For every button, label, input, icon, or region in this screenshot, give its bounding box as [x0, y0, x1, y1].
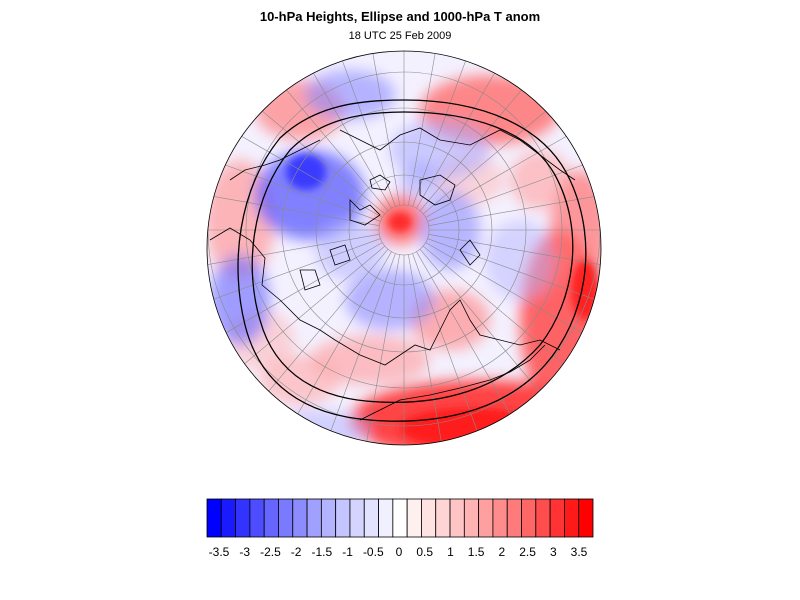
ellipse-contour [251, 111, 574, 404]
meridian-line [412, 253, 507, 445]
colorbar-box [406, 498, 422, 538]
colorbar-box [463, 498, 480, 538]
height-contour [237, 99, 587, 422]
colorbar-box [578, 498, 594, 538]
colorbar-tick-label: -0.5 [363, 545, 384, 559]
colorbar-box [392, 498, 408, 538]
colorbar-box [220, 498, 236, 538]
meridian-line [408, 254, 457, 445]
colorbar-box [549, 498, 565, 538]
colorbar-box [306, 498, 322, 538]
meridian-line [408, 51, 457, 206]
meridian-line [301, 51, 396, 207]
colorbar-tick-label: -1 [342, 545, 353, 559]
colorbar-box [535, 498, 551, 538]
colorbar-box [278, 498, 294, 538]
meridian-line [416, 251, 555, 445]
colorbar-tick-label: 3 [550, 545, 557, 559]
colorbar-box [292, 498, 308, 538]
colorbar-tick-label: 0.5 [416, 545, 433, 559]
colorbar-box [320, 498, 337, 538]
meridian-line [207, 238, 381, 333]
map-subtitle: 18 UTC 25 Feb 2009 [348, 30, 452, 42]
colorbar-tick-label: 1.5 [468, 545, 485, 559]
colorbar-box [363, 498, 379, 538]
colorbar-tick-label: -3 [239, 545, 250, 559]
colorbar-tick-label: 3.5 [571, 545, 588, 559]
colorbar-labels: -3.5 -3 -2.5 -2 -1.5 -1 -0.5 0 0.5 1 1.5 2 2.5 3 3.5 [209, 545, 588, 559]
meridian-line [419, 51, 598, 212]
colorbar-tick-label: 2 [499, 545, 506, 559]
colorbar-tick-label: 2.5 [519, 545, 536, 559]
colorbar-box [478, 498, 494, 538]
meridian-line [207, 79, 383, 218]
colorbar-box [249, 498, 265, 538]
meridian-line [301, 253, 396, 445]
colorbar-box [378, 498, 394, 538]
meridian-line [427, 127, 601, 222]
meridian-line [253, 51, 392, 209]
colorbar-box [492, 498, 508, 538]
map-title: 10-hPa Heights, Ellipse and 1000-hPa T a… [259, 9, 541, 24]
meridian-line [210, 51, 389, 212]
colorbar-tick-label: 1 [447, 545, 454, 559]
meridian-line [427, 238, 601, 333]
meridian-line [351, 254, 400, 445]
colorbar-box [564, 498, 580, 538]
colorbar-box [435, 498, 451, 538]
meridian-line [351, 51, 400, 206]
colorbar-tick-label: -3.5 [209, 545, 230, 559]
meridian-line [207, 242, 383, 381]
colorbar-box [206, 498, 222, 538]
temperature-anomaly-field [207, 51, 601, 445]
meridian-line [207, 234, 380, 283]
meridian-line [207, 127, 381, 222]
colorbar-boxes [206, 498, 594, 538]
meridian-line [428, 234, 601, 283]
colorbar-tick-label: -2.5 [260, 545, 281, 559]
meridian-line [207, 177, 380, 226]
colorbar-box [349, 498, 365, 538]
colorbar-box [263, 498, 279, 538]
colorbar-box [521, 498, 537, 538]
meridian-line [416, 51, 555, 209]
meridian-line [425, 242, 601, 381]
colorbar-box [506, 498, 522, 538]
meridian-line [425, 79, 601, 218]
map-border [206, 50, 602, 446]
colorbar-tick-label: 0 [396, 545, 403, 559]
colorbar-box [449, 498, 465, 538]
meridian-line [428, 177, 601, 226]
meridian-line [412, 51, 507, 207]
colorbar-box [421, 498, 437, 538]
colorbar-box [335, 498, 351, 538]
colorbar-tick-label: -1.5 [312, 545, 333, 559]
colorbar-box [235, 498, 251, 538]
colorbar-tick-label: -2 [291, 545, 302, 559]
meridian-line [253, 251, 392, 445]
